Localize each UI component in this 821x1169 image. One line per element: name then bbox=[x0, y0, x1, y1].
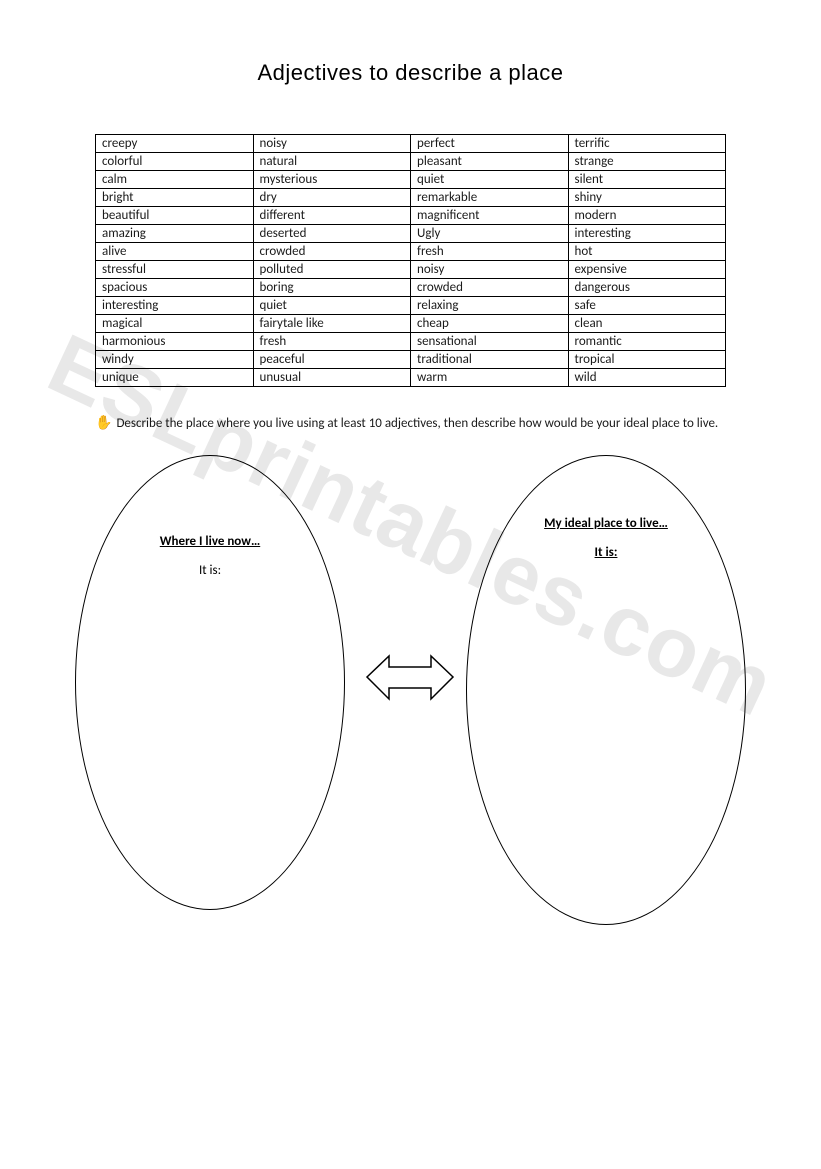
oval-where-i-live: Where I live now… It is: bbox=[75, 455, 345, 910]
instruction-row: ✋ Describe the place where you live usin… bbox=[95, 415, 726, 433]
table-cell: dangerous bbox=[568, 279, 726, 297]
table-cell: alive bbox=[96, 243, 254, 261]
table-cell: interesting bbox=[568, 225, 726, 243]
double-arrow bbox=[365, 650, 455, 705]
table-cell: perfect bbox=[411, 135, 569, 153]
table-row: beautifuldifferentmagnificentmodern bbox=[96, 207, 726, 225]
table-cell: quiet bbox=[253, 297, 411, 315]
table-cell: magical bbox=[96, 315, 254, 333]
table-cell: crowded bbox=[411, 279, 569, 297]
table-cell: quiet bbox=[411, 171, 569, 189]
table-cell: calm bbox=[96, 171, 254, 189]
instruction-text: Describe the place where you live using … bbox=[116, 415, 718, 433]
table-row: windypeacefultraditionaltropical bbox=[96, 351, 726, 369]
table-cell: cheap bbox=[411, 315, 569, 333]
table-row: creepynoisyperfectterrific bbox=[96, 135, 726, 153]
ovals-diagram: Where I live now… It is: My ideal place … bbox=[95, 455, 726, 935]
table-cell: boring bbox=[253, 279, 411, 297]
worksheet-page: ESLprintables.com Adjectives to describe… bbox=[0, 0, 821, 975]
table-cell: clean bbox=[568, 315, 726, 333]
table-row: brightdryremarkableshiny bbox=[96, 189, 726, 207]
page-title: Adjectives to describe a place bbox=[95, 60, 726, 86]
table-cell: noisy bbox=[253, 135, 411, 153]
table-cell: Ugly bbox=[411, 225, 569, 243]
table-cell: dry bbox=[253, 189, 411, 207]
table-cell: windy bbox=[96, 351, 254, 369]
table-cell: warm bbox=[411, 369, 569, 387]
table-cell: crowded bbox=[253, 243, 411, 261]
table-cell: polluted bbox=[253, 261, 411, 279]
table-cell: different bbox=[253, 207, 411, 225]
table-row: interestingquietrelaxingsafe bbox=[96, 297, 726, 315]
table-cell: fairytale like bbox=[253, 315, 411, 333]
table-cell: beautiful bbox=[96, 207, 254, 225]
table-cell: sensational bbox=[411, 333, 569, 351]
table-cell: strange bbox=[568, 153, 726, 171]
table-cell: harmonious bbox=[96, 333, 254, 351]
table-cell: stressful bbox=[96, 261, 254, 279]
oval-left-sub: It is: bbox=[76, 563, 344, 578]
table-cell: natural bbox=[253, 153, 411, 171]
table-cell: pleasant bbox=[411, 153, 569, 171]
table-cell: peaceful bbox=[253, 351, 411, 369]
table-cell: bright bbox=[96, 189, 254, 207]
oval-right-title: My ideal place to live… bbox=[467, 516, 745, 531]
table-cell: tropical bbox=[568, 351, 726, 369]
table-row: magicalfairytale likecheapclean bbox=[96, 315, 726, 333]
oval-right-sub: It is: bbox=[467, 545, 745, 560]
oval-left-content: Where I live now… It is: bbox=[76, 534, 344, 578]
table-cell: fresh bbox=[253, 333, 411, 351]
adjectives-tbody: creepynoisyperfectterrificcolorfulnatura… bbox=[96, 135, 726, 387]
adjectives-table: creepynoisyperfectterrificcolorfulnatura… bbox=[95, 134, 726, 387]
table-row: spaciousboringcrowdeddangerous bbox=[96, 279, 726, 297]
table-cell: amazing bbox=[96, 225, 254, 243]
table-cell: spacious bbox=[96, 279, 254, 297]
table-cell: noisy bbox=[411, 261, 569, 279]
table-cell: remarkable bbox=[411, 189, 569, 207]
table-row: alivecrowdedfreshhot bbox=[96, 243, 726, 261]
oval-left-title: Where I live now… bbox=[76, 534, 344, 549]
table-cell: terrific bbox=[568, 135, 726, 153]
table-cell: safe bbox=[568, 297, 726, 315]
table-cell: deserted bbox=[253, 225, 411, 243]
table-cell: shiny bbox=[568, 189, 726, 207]
table-cell: mysterious bbox=[253, 171, 411, 189]
oval-right-content: My ideal place to live… It is: bbox=[467, 516, 745, 560]
table-cell: creepy bbox=[96, 135, 254, 153]
table-row: stressfulpollutednoisyexpensive bbox=[96, 261, 726, 279]
table-row: colorfulnaturalpleasantstrange bbox=[96, 153, 726, 171]
double-arrow-icon bbox=[365, 650, 455, 705]
table-row: uniqueunusualwarmwild bbox=[96, 369, 726, 387]
table-cell: wild bbox=[568, 369, 726, 387]
table-cell: colorful bbox=[96, 153, 254, 171]
table-cell: unusual bbox=[253, 369, 411, 387]
table-cell: modern bbox=[568, 207, 726, 225]
table-cell: expensive bbox=[568, 261, 726, 279]
table-cell: fresh bbox=[411, 243, 569, 261]
table-cell: traditional bbox=[411, 351, 569, 369]
table-cell: hot bbox=[568, 243, 726, 261]
oval-ideal-place: My ideal place to live… It is: bbox=[466, 455, 746, 925]
table-cell: romantic bbox=[568, 333, 726, 351]
table-cell: relaxing bbox=[411, 297, 569, 315]
table-cell: silent bbox=[568, 171, 726, 189]
table-cell: magnificent bbox=[411, 207, 569, 225]
table-cell: interesting bbox=[96, 297, 254, 315]
table-row: harmoniousfreshsensationalromantic bbox=[96, 333, 726, 351]
table-row: calmmysteriousquietsilent bbox=[96, 171, 726, 189]
table-row: amazingdesertedUglyinteresting bbox=[96, 225, 726, 243]
table-cell: unique bbox=[96, 369, 254, 387]
hand-icon: ✋ bbox=[95, 416, 112, 430]
